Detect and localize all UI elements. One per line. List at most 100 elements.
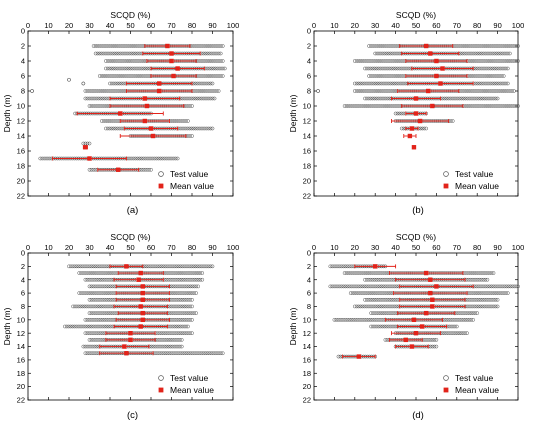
test-value-point xyxy=(182,291,187,295)
test-value-point xyxy=(196,277,201,282)
y-tick-label: 18 xyxy=(303,162,311,171)
test-value-point xyxy=(485,51,489,56)
test-value-point xyxy=(106,277,110,282)
test-value-point xyxy=(486,74,491,78)
test-value-point xyxy=(394,304,399,309)
test-value-point xyxy=(212,96,217,101)
test-value-point xyxy=(356,291,361,295)
test-value-point xyxy=(208,264,213,269)
test-value-point xyxy=(196,351,200,356)
test-value-point xyxy=(111,66,116,71)
test-value-point xyxy=(183,277,188,282)
x-tick-label: 0 xyxy=(312,243,316,252)
test-value-point xyxy=(199,126,203,131)
test-value-point xyxy=(137,74,142,78)
test-value-point xyxy=(388,324,393,329)
test-value-point xyxy=(420,126,425,131)
test-value-point xyxy=(385,297,390,302)
y-tick-label: 14 xyxy=(303,132,311,141)
test-value-point xyxy=(446,331,451,336)
test-value-point xyxy=(470,104,475,108)
test-value-point xyxy=(469,291,474,295)
y-axis-title: Depth (m) xyxy=(288,307,298,345)
test-value-point xyxy=(164,344,169,349)
test-value-point xyxy=(390,81,395,86)
test-value-point xyxy=(208,126,213,131)
test-value-point xyxy=(117,59,121,63)
test-value-point xyxy=(109,119,114,123)
test-value-point xyxy=(336,284,340,289)
test-value-point xyxy=(473,311,478,315)
test-value-point xyxy=(190,351,195,356)
test-value-point xyxy=(100,277,105,282)
test-value-point xyxy=(181,284,185,289)
test-value-point xyxy=(97,304,102,309)
test-value-point xyxy=(96,277,101,282)
mean-value-point xyxy=(430,297,435,302)
test-value-point xyxy=(357,317,361,322)
test-value-point xyxy=(500,291,504,295)
y-tick-label: 8 xyxy=(307,302,311,311)
test-value-point xyxy=(506,51,510,56)
test-value-point xyxy=(185,126,190,131)
test-value-point xyxy=(472,89,476,93)
test-value-point xyxy=(495,284,499,289)
test-value-point xyxy=(424,126,429,131)
test-value-point xyxy=(180,264,185,269)
test-value-point xyxy=(373,304,378,309)
test-value-point xyxy=(485,81,489,86)
test-value-point xyxy=(171,311,176,315)
test-value-point xyxy=(99,284,103,289)
test-value-point xyxy=(487,51,491,56)
test-value-point xyxy=(488,291,493,295)
test-value-point xyxy=(469,96,473,101)
test-value-point xyxy=(83,324,88,329)
test-value-point xyxy=(215,59,219,63)
test-value-point xyxy=(491,96,496,101)
test-value-point xyxy=(108,297,113,302)
mean-value-point xyxy=(165,43,170,49)
test-value-point xyxy=(481,66,485,71)
test-value-point xyxy=(211,51,215,56)
x-tick-label: 90 xyxy=(493,21,501,30)
test-value-point xyxy=(476,44,480,48)
test-value-point xyxy=(126,51,130,56)
test-value-point xyxy=(149,156,153,161)
test-value-point xyxy=(134,66,138,71)
test-value-point xyxy=(391,304,395,309)
test-value-point xyxy=(487,291,491,295)
test-value-point xyxy=(169,291,174,295)
test-value-point xyxy=(110,311,115,315)
test-value-point xyxy=(104,277,108,282)
test-value-point xyxy=(188,291,193,295)
test-value-point xyxy=(382,96,386,101)
test-value-point xyxy=(97,51,102,56)
x-axis-title: SCQD (%) xyxy=(396,10,436,20)
test-value-point xyxy=(186,104,191,108)
mean-value-point xyxy=(430,103,435,109)
test-value-point xyxy=(514,104,518,108)
test-value-point xyxy=(358,81,363,86)
test-value-point xyxy=(207,66,212,71)
test-value-point xyxy=(173,297,177,302)
test-value-point xyxy=(361,271,366,275)
test-value-point xyxy=(358,271,362,275)
test-value-point xyxy=(108,284,113,289)
test-value-point xyxy=(113,119,118,123)
test-value-point xyxy=(176,317,181,322)
test-value-point xyxy=(369,271,374,275)
test-value-point xyxy=(211,74,216,78)
test-value-point xyxy=(177,311,181,315)
test-value-point xyxy=(377,89,382,93)
test-value-point xyxy=(186,331,191,336)
test-value-point xyxy=(493,104,497,108)
test-value-point xyxy=(386,324,391,329)
test-value-point xyxy=(470,304,475,309)
y-tick-label: 2 xyxy=(21,42,25,51)
test-value-point xyxy=(388,74,392,78)
test-value-point xyxy=(220,74,225,78)
test-value-point xyxy=(377,51,381,56)
test-value-point xyxy=(486,297,490,302)
test-value-point xyxy=(483,81,487,86)
test-value-point xyxy=(87,284,92,289)
